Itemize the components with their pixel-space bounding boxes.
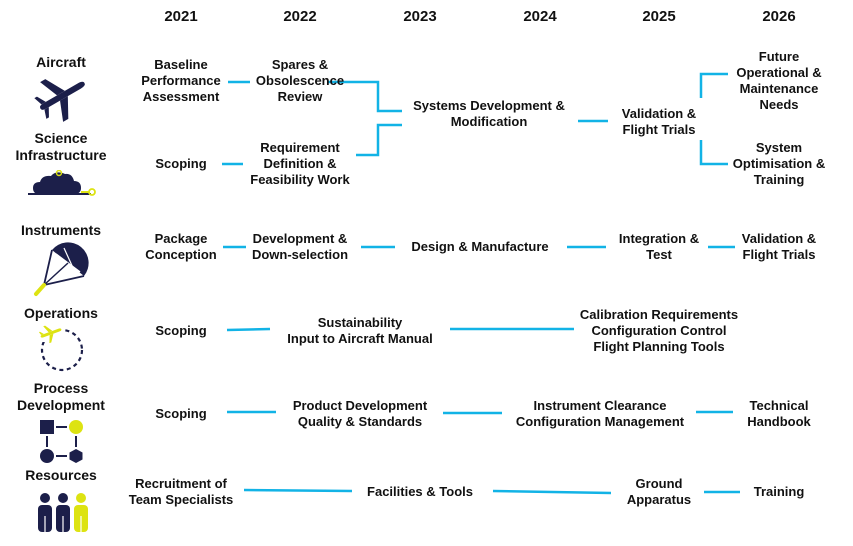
node-science-scoping: Scoping xyxy=(155,156,207,171)
node-text: Validation & xyxy=(741,231,817,246)
node-product-development: Product Development Quality & Standards xyxy=(293,398,427,430)
connector xyxy=(699,140,728,166)
node-text: Apparatus xyxy=(626,492,692,507)
node-text: Modification xyxy=(450,114,528,129)
node-text: Review xyxy=(277,89,323,104)
node-training: Training xyxy=(753,484,805,499)
node-text: Feasibility Work xyxy=(250,172,350,187)
process-flow-icon xyxy=(40,420,83,463)
connector xyxy=(243,488,353,493)
node-text: Operational & xyxy=(736,65,822,80)
node-text: Down-selection xyxy=(251,247,349,262)
node-text: Systems Development & xyxy=(413,98,565,113)
category-instruments: Instruments xyxy=(20,222,102,238)
category-operations: Operations xyxy=(24,305,98,321)
node-text: Ground xyxy=(635,476,683,491)
category-science-infrastructure: Science Infrastructure xyxy=(6,130,116,164)
node-text: Configuration Management xyxy=(515,414,685,429)
node-development-downselection: Development & Down-selection xyxy=(252,231,348,263)
node-systems-development: Systems Development & Modification xyxy=(413,98,565,130)
node-validation-flight-trials: Validation & Flight Trials xyxy=(622,106,696,138)
node-text: Flight Trials xyxy=(742,247,816,262)
node-text: Validation & xyxy=(621,106,697,121)
node-text: Spares & xyxy=(271,57,329,72)
node-instrument-validation: Validation & Flight Trials xyxy=(742,231,816,263)
node-text: Training xyxy=(753,172,805,187)
node-text: Future xyxy=(758,49,800,64)
year-header: 2022 xyxy=(283,8,317,25)
node-operations-scoping: Scoping xyxy=(155,323,207,338)
connector xyxy=(356,123,402,157)
year-header: 2023 xyxy=(403,8,437,25)
node-integration-test: Integration & Test xyxy=(619,231,699,263)
node-text: Flight Planning Tools xyxy=(593,339,725,354)
node-text: Baseline xyxy=(154,57,208,72)
node-text: Configuration Control xyxy=(591,323,727,338)
node-text: Requirement xyxy=(260,140,340,155)
node-text: Product Development xyxy=(292,398,428,413)
node-baseline-performance: Baseline Performance Assessment xyxy=(141,57,220,105)
node-sustainability: Sustainability Input to Aircraft Manual xyxy=(287,315,432,347)
node-text: Handbook xyxy=(747,414,811,429)
connector xyxy=(699,72,728,98)
year-header: 2024 xyxy=(523,8,557,25)
node-text: Package xyxy=(154,231,208,246)
node-text: Recruitment of xyxy=(135,476,227,491)
category-label-line: Infrastructure xyxy=(15,147,107,163)
node-text: Assessment xyxy=(142,89,220,104)
cloud-network-icon xyxy=(28,170,96,196)
node-text: System xyxy=(755,140,803,155)
node-facilities-tools: Facilities & Tools xyxy=(367,484,473,499)
node-text: Maintenance xyxy=(739,81,819,96)
node-text: Sustainability xyxy=(317,315,403,330)
node-text: Quality & Standards xyxy=(297,414,423,429)
node-ground-apparatus: Ground Apparatus xyxy=(627,476,691,508)
node-text: Needs xyxy=(759,97,799,112)
year-header: 2025 xyxy=(642,8,676,25)
category-resources: Resources xyxy=(25,467,97,483)
connector xyxy=(492,489,612,495)
node-text: Definition & xyxy=(263,156,337,171)
node-text: Technical xyxy=(749,398,809,413)
category-label-line: Process xyxy=(33,380,89,396)
node-text: Instrument Clearance xyxy=(533,398,667,413)
team-people-icon xyxy=(38,493,88,532)
node-text: Flight Trials xyxy=(622,122,696,137)
node-text: Calibration Requirements xyxy=(579,307,739,322)
connector xyxy=(226,327,271,332)
node-text: Team Specialists xyxy=(128,492,234,507)
category-aircraft: Aircraft xyxy=(36,54,86,70)
node-text: Performance xyxy=(141,73,221,88)
node-text: Obsolescence xyxy=(255,73,345,88)
node-calibration-requirements: Calibration Requirements Configuration C… xyxy=(580,307,738,355)
category-label-line: Development xyxy=(17,397,105,413)
parachute-icon xyxy=(34,242,89,296)
node-package-conception: Package Conception xyxy=(145,231,217,263)
node-text: Conception xyxy=(145,247,217,262)
node-spares-obsolescence: Spares & Obsolescence Review xyxy=(256,57,344,105)
node-text: Optimisation & xyxy=(732,156,826,171)
node-system-optimisation: System Optimisation & Training xyxy=(733,140,825,188)
node-text: Input to Aircraft Manual xyxy=(287,331,433,346)
category-process-development: Process Development xyxy=(6,380,116,414)
node-recruitment: Recruitment of Team Specialists xyxy=(129,476,234,508)
node-requirement-definition: Requirement Definition & Feasibility Wor… xyxy=(250,140,349,188)
node-instrument-clearance: Instrument Clearance Configuration Manag… xyxy=(516,398,684,430)
node-text: Development & xyxy=(252,231,348,246)
year-header: 2021 xyxy=(164,8,198,25)
node-technical-handbook: Technical Handbook xyxy=(747,398,811,430)
category-label-line: Science xyxy=(34,130,88,146)
node-process-scoping: Scoping xyxy=(155,406,207,421)
node-future-needs: Future Operational & Maintenance Needs xyxy=(736,49,821,113)
year-header: 2026 xyxy=(762,8,796,25)
node-text: Test xyxy=(646,247,672,262)
airplane-circle-icon xyxy=(38,324,84,372)
node-text: Integration & xyxy=(618,231,700,246)
airplane-icon xyxy=(34,79,85,122)
connector xyxy=(328,80,402,113)
node-design-manufacture: Design & Manufacture xyxy=(411,239,549,254)
